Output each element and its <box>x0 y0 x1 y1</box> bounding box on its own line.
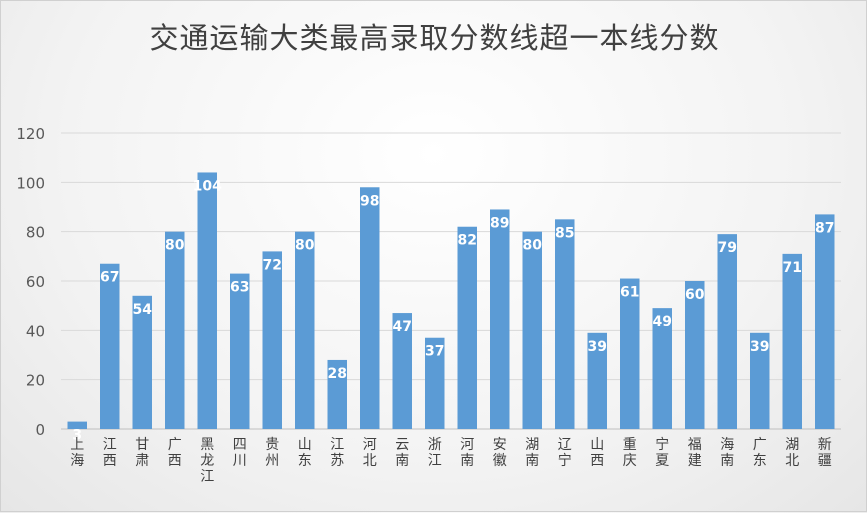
data-label: 47 <box>393 319 412 335</box>
x-tick-label: 山西 <box>590 437 604 469</box>
data-label: 71 <box>783 260 802 276</box>
data-label: 54 <box>133 302 153 318</box>
x-tick-label: 广西 <box>168 437 182 469</box>
x-tick-label: 浙江 <box>428 437 442 469</box>
y-tick-label: 120 <box>16 125 45 143</box>
bar <box>327 359 347 429</box>
x-tick-label: 河南 <box>460 437 474 469</box>
x-tick-label: 海南 <box>720 437 734 469</box>
bar <box>360 187 380 429</box>
x-tick-label: 河北 <box>363 437 377 469</box>
bar <box>67 421 87 429</box>
data-label: 80 <box>523 238 543 254</box>
x-tick-label: 广东 <box>753 437 767 469</box>
bar <box>197 172 217 429</box>
y-tick-label: 100 <box>16 174 45 192</box>
x-tick-label: 安徽 <box>493 437 507 469</box>
bar <box>490 209 510 429</box>
x-tick-label: 山东 <box>298 437 312 469</box>
bar <box>652 308 672 429</box>
data-label: 80 <box>165 238 185 254</box>
bar <box>522 231 542 429</box>
data-label: 80 <box>295 238 315 254</box>
x-tick-label: 贵州 <box>265 437 279 469</box>
data-label: 85 <box>555 225 574 241</box>
bar <box>815 214 835 429</box>
chart-title: 交通运输大类最高录取分数线超一本线分数 <box>149 21 720 55</box>
data-label: 89 <box>490 215 509 231</box>
bar <box>782 253 802 429</box>
bar <box>295 231 315 429</box>
x-tick-label: 江苏 <box>330 437 344 469</box>
y-tick-label: 60 <box>26 273 45 291</box>
data-label: 49 <box>653 314 672 330</box>
data-label: 72 <box>263 257 282 273</box>
x-tick-label: 新疆 <box>818 437 832 469</box>
x-tick-label: 四川 <box>233 437 247 469</box>
bar <box>132 295 152 429</box>
bar <box>457 226 477 429</box>
data-label: 98 <box>360 193 379 209</box>
data-label: 39 <box>588 339 607 355</box>
data-label: 60 <box>685 287 705 303</box>
data-label: 61 <box>620 285 639 301</box>
data-label: 39 <box>750 339 769 355</box>
bar <box>165 231 185 429</box>
x-tick-label: 上海 <box>70 437 84 469</box>
data-label: 87 <box>815 220 834 236</box>
data-label: 28 <box>328 366 347 382</box>
x-tick-label: 江西 <box>103 437 117 469</box>
data-label: 63 <box>230 280 249 296</box>
bar <box>230 273 250 429</box>
data-label: 79 <box>718 240 737 256</box>
data-label: 37 <box>425 344 444 360</box>
x-tick-label: 甘肃 <box>135 437 149 469</box>
data-label: 67 <box>100 270 119 286</box>
bar <box>555 219 575 429</box>
bar <box>685 281 705 429</box>
bar <box>620 278 640 429</box>
bar <box>717 234 737 429</box>
bar <box>750 332 770 429</box>
data-label: 3 <box>72 428 82 444</box>
bar <box>262 251 282 429</box>
bar <box>425 337 445 429</box>
bar <box>392 313 412 429</box>
x-tick-label: 宁夏 <box>655 436 669 469</box>
data-label: 104 <box>193 178 222 194</box>
y-tick-label: 20 <box>26 372 45 390</box>
x-tick-label: 湖南 <box>525 437 539 469</box>
data-label: 82 <box>458 233 477 249</box>
y-tick-label: 40 <box>26 322 45 340</box>
x-tick-label: 云南 <box>395 437 409 469</box>
bar <box>100 263 120 429</box>
x-tick-label: 辽宁 <box>558 437 572 469</box>
x-tick-label: 福建 <box>688 437 702 469</box>
y-tick-label: 80 <box>26 224 45 242</box>
bar <box>587 332 607 429</box>
x-tick-label: 重庆 <box>623 437 637 469</box>
x-tick-label: 湖北 <box>785 437 799 469</box>
x-tick-label: 黑龙江 <box>200 437 214 485</box>
y-tick-label: 0 <box>35 421 45 439</box>
